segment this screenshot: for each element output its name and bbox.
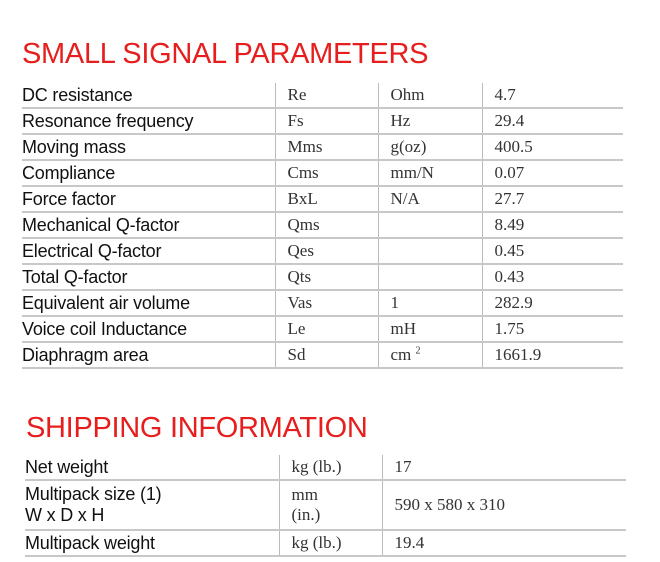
param-value: 400.5 [481,134,623,161]
shipping-title: SHIPPING INFORMATION [26,412,368,444]
unit-text: 1 [390,293,400,312]
shipping-value: 590 x 580 x 310 [381,480,626,531]
small-signal-title: SMALL SIGNAL PARAMETERS [22,38,429,70]
shipping-value: 19.4 [381,530,626,557]
param-unit: Hz [377,108,482,135]
shipping-label: Multipack weight [25,530,279,557]
param-symbol: Qms [274,212,378,239]
shipping-unit: mm (in.) [278,480,382,531]
param-value: 1661.9 [481,342,623,369]
label-line: Multipack weight [25,532,155,553]
shipping-value: 17 [381,455,626,481]
param-label: Equivalent air volume [22,290,275,317]
unit-text: cm [390,345,412,364]
param-value: 4.7 [481,83,623,109]
param-symbol: Mms [274,134,378,161]
param-unit: 1 [377,290,482,317]
param-symbol: Cms [274,160,378,187]
param-symbol: Sd [274,342,378,369]
param-value: 282.9 [481,290,623,317]
table-row: Compliance Cms mm/N 0.07 [22,160,623,187]
unit-text: g(oz) [390,137,427,156]
param-label: Voice coil Inductance [22,316,275,343]
unit-line: mm [291,485,318,504]
param-value: 1.75 [481,316,623,343]
param-label: Compliance [22,160,275,187]
table-row: Equivalent air volume Vas 1 282.9 [22,290,623,317]
param-unit: mm/N [377,160,482,187]
table-row: Total Q-factor Qts 0.43 [22,264,623,291]
param-symbol: Vas [274,290,378,317]
param-label: Diaphragm area [22,342,275,369]
label-line: Multipack size (1) [25,484,162,504]
unit-line: kg (lb.) [291,533,342,552]
table-row: Mechanical Q-factor Qms 8.49 [22,212,623,239]
param-label: Mechanical Q-factor [22,212,275,239]
param-symbol: Le [274,316,378,343]
shipping-label: Multipack size (1) W x D x H [25,480,279,531]
param-unit: cm 2 [377,342,482,369]
unit-line: kg (lb.) [291,457,342,476]
param-label: DC resistance [22,83,275,109]
table-row: Moving mass Mms g(oz) 400.5 [22,134,623,161]
shipping-unit: kg (lb.) [278,455,382,481]
param-value: 29.4 [481,108,623,135]
unit-text: mm/N [390,163,434,182]
shipping-table: Net weight kg (lb.) 17 Multipack size (1) W … [25,455,626,557]
label-line-2: W x D x H [25,505,105,525]
table-row: Net weight kg (lb.) 17 [25,455,626,481]
param-symbol: Fs [274,108,378,135]
table-row: Diaphragm area Sd cm 2 1661.9 [22,342,623,369]
unit-text: Hz [390,111,411,130]
small-signal-table: DC resistance Re Ohm 4.7 Resonance frequency… [22,83,623,369]
param-label: Total Q-factor [22,264,275,291]
param-label: Force factor [22,186,275,213]
param-value: 0.07 [481,160,623,187]
unit-text: Ohm [390,85,425,104]
param-unit [377,264,482,291]
param-unit [377,238,482,265]
param-value: 0.45 [481,238,623,265]
label-line: Net weight [25,456,109,477]
param-unit: mH [377,316,482,343]
unit-text: N/A [390,189,420,208]
table-row: DC resistance Re Ohm 4.7 [22,83,623,109]
table-row: Resonance frequency Fs Hz 29.4 [22,108,623,135]
param-unit: Ohm [377,83,482,109]
unit-text: mH [390,319,417,338]
param-value: 27.7 [481,186,623,213]
unit-line-2: (in.) [291,505,321,524]
param-label: Electrical Q-factor [22,238,275,265]
param-label: Moving mass [22,134,275,161]
shipping-label: Net weight [25,455,279,481]
table-row: Voice coil Inductance Le mH 1.75 [22,316,623,343]
param-label: Resonance frequency [22,108,275,135]
param-unit [377,212,482,239]
param-unit: g(oz) [377,134,482,161]
param-symbol: Qes [274,238,378,265]
param-unit: N/A [377,186,482,213]
param-symbol: Re [274,83,378,109]
param-symbol: Qts [274,264,378,291]
table-row: Multipack weight kg (lb.) 19.4 [25,530,626,557]
param-value: 0.43 [481,264,623,291]
param-symbol: BxL [274,186,378,213]
shipping-unit: kg (lb.) [278,530,382,557]
table-row: Electrical Q-factor Qes 0.45 [22,238,623,265]
table-row: Force factor BxL N/A 27.7 [22,186,623,213]
unit-superscript: 2 [415,345,421,357]
param-value: 8.49 [481,212,623,239]
